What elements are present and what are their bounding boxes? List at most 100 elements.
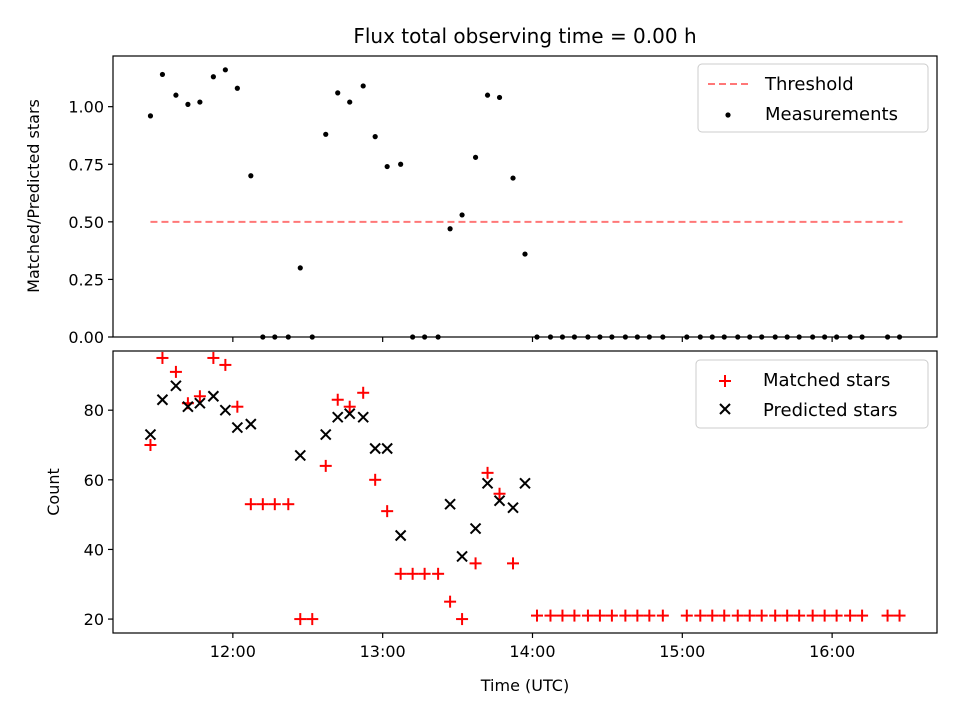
matched-star-point: [306, 613, 319, 626]
predicted-star-stroke-b: [219, 404, 232, 416]
bottom-x-tick-label: 16:00: [809, 642, 855, 661]
predicted-star-point: [144, 428, 157, 441]
matched-star-point: [343, 400, 356, 413]
matched-star-point: [207, 351, 220, 364]
top-y-tick-label: 0.75: [68, 155, 104, 174]
predicted-star-point: [294, 449, 306, 462]
predicted-star-stroke-b: [481, 477, 494, 490]
predicted-star-stroke-b: [344, 407, 356, 420]
matched-star-point: [731, 609, 744, 622]
bottom-legend: Matched stars Predicted stars: [695, 359, 929, 429]
measurement-point: [384, 163, 390, 170]
predicted-star-stroke-b: [381, 442, 393, 455]
chart-title: Flux total observing time = 0.00 h: [353, 24, 696, 48]
bottom-x-tick-label: 15:00: [659, 642, 705, 661]
top-plot-area: [147, 67, 903, 340]
matched-star-point: [418, 567, 431, 580]
matched-star-point: [856, 609, 869, 622]
legend-matched-swatch: [719, 375, 731, 387]
measurement-point: [360, 83, 366, 89]
matched-star-point: [694, 609, 707, 622]
matched-star-point: [680, 609, 693, 622]
matched-star-point: [755, 609, 768, 622]
matched-star-point: [893, 609, 906, 622]
matched-star-point: [806, 609, 819, 622]
legend-threshold-label: Threshold: [764, 74, 854, 95]
predicted-star-point: [332, 411, 344, 423]
matched-star-point: [793, 609, 806, 622]
matched-star-point: [544, 609, 557, 622]
predicted-star-point: [219, 404, 232, 416]
matched-star-point: [568, 609, 581, 622]
top-y-tick-label: 0.50: [68, 213, 104, 232]
matched-star-point: [369, 473, 382, 486]
matched-star-point: [381, 505, 394, 518]
predicted-star-stroke-b: [394, 529, 407, 542]
predicted-star-stroke-b: [294, 449, 306, 462]
measurement-point: [197, 99, 203, 105]
top-y-tick-label: 0.25: [68, 270, 104, 289]
matched-star-point: [169, 365, 182, 378]
measurement-point: [185, 101, 191, 107]
matched-star-point: [481, 466, 494, 479]
matched-star-point: [718, 609, 731, 622]
predicted-star-point: [469, 522, 482, 535]
bottom-x-ticks: 12:00 13:00 14:00 15:00 16:00: [210, 633, 855, 661]
measurement-point: [222, 67, 228, 73]
predicted-star-stroke-b: [456, 550, 468, 563]
predicted-star-stroke-b: [207, 390, 220, 402]
measurement-point: [234, 85, 240, 91]
predicted-star-point: [207, 390, 220, 402]
matched-star-point: [331, 393, 344, 406]
bottom-y-tick-label: 60: [84, 471, 104, 490]
predicted-star-stroke-b: [245, 418, 257, 430]
predicted-star-stroke-b: [357, 411, 369, 423]
measurement-point: [447, 226, 453, 232]
top-y-axis-label: Matched/Predicted stars: [24, 99, 43, 293]
predicted-star-stroke-b: [170, 380, 182, 392]
matched-star-point: [818, 609, 831, 622]
matched-star-point: [244, 498, 257, 511]
top-panel: 0.00 0.25 0.50 0.75 1.00 Matched/Predicted s…: [24, 55, 938, 347]
top-axes-frame: [112, 55, 938, 338]
measurement-point: [398, 161, 404, 167]
predicted-star-point: [456, 550, 468, 563]
predicted-star-point: [344, 407, 356, 420]
predicted-star-point: [245, 418, 257, 430]
top-y-tick-label: 1.00: [68, 98, 104, 117]
matched-star-point: [294, 613, 307, 626]
predicted-star-stroke-b: [507, 501, 519, 514]
predicted-star-point: [320, 428, 332, 441]
measurement-point: [210, 74, 216, 80]
top-legend: Threshold Measurements: [697, 63, 929, 133]
predicted-star-stroke-b: [144, 428, 157, 441]
predicted-star-stroke-b: [194, 397, 206, 409]
matched-star-point: [844, 609, 857, 622]
measurement-point: [472, 154, 479, 160]
bottom-panel: 20 40 60 80 12:00 13:00 14:00 15:00 16:00 Count…: [44, 350, 938, 695]
matched-star-point: [268, 498, 281, 511]
matched-star-point: [530, 609, 543, 622]
matched-star-point: [144, 439, 157, 451]
predicted-star-point: [156, 394, 169, 406]
matched-star-point: [881, 609, 894, 622]
matched-star-point: [743, 609, 756, 622]
predicted-star-stroke-b: [444, 498, 456, 510]
matched-star-point: [456, 613, 469, 626]
measurement-point: [147, 113, 154, 119]
measurement-point: [347, 99, 353, 105]
x-axis-label: Time (UTC): [480, 676, 569, 695]
predicted-star-stroke-b: [519, 477, 531, 490]
bottom-plot-area: [144, 351, 906, 626]
bottom-axes-frame: [112, 350, 938, 634]
matched-star-point: [282, 498, 295, 511]
predicted-star-point: [394, 529, 407, 542]
matched-star-point: [605, 609, 618, 622]
top-y-tick-label: 0.00: [68, 328, 104, 347]
legend-measurements-label: Measurements: [765, 104, 898, 125]
measurement-point: [248, 173, 254, 179]
matched-star-point: [394, 567, 407, 580]
matched-star-point: [643, 609, 656, 622]
predicted-star-point: [507, 501, 519, 514]
